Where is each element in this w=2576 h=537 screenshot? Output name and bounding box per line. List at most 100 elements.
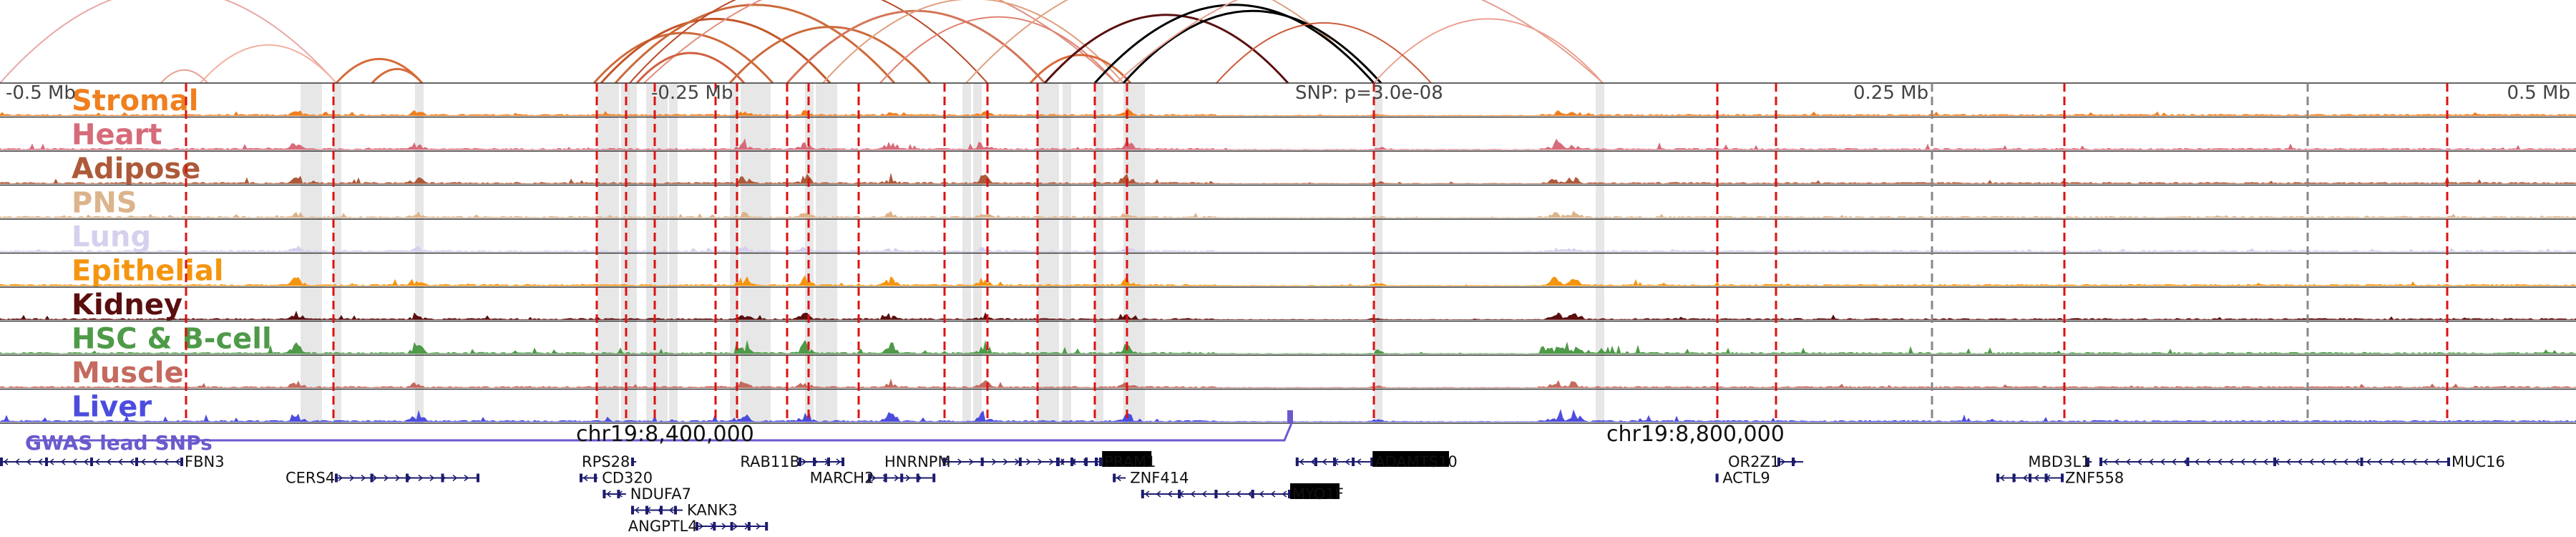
strand-arrow bbox=[2160, 458, 2165, 465]
chromatin-loop-arc bbox=[728, 26, 932, 84]
strand-arrow bbox=[836, 458, 841, 465]
gene-rps28[interactable]: RPS28 bbox=[582, 453, 637, 470]
gene-ndufa7[interactable]: NDUFA7 bbox=[602, 485, 691, 503]
coordinate-label: chr19:8,800,000 bbox=[1606, 422, 1785, 447]
gene-cers4[interactable]: CERS4 bbox=[286, 470, 479, 487]
gene-label: NDUFA7 bbox=[630, 485, 691, 503]
track-label: Stromal bbox=[72, 84, 199, 117]
gene-exon bbox=[932, 473, 936, 483]
strand-arrow bbox=[384, 474, 389, 482]
gene-exon bbox=[1792, 458, 1795, 466]
scale-label: SNP: p=3.0e-08 bbox=[1295, 82, 1443, 104]
gene-angptl4[interactable]: ANGPTL4 bbox=[628, 518, 769, 535]
gene-exon bbox=[45, 458, 48, 466]
strand-arrow bbox=[2114, 458, 2119, 465]
chromatin-loop-arc bbox=[335, 58, 424, 84]
chromatin-loop-arc bbox=[822, 0, 1124, 84]
strand-arrow bbox=[163, 458, 169, 465]
strand-arrow bbox=[2251, 458, 2257, 465]
strand-arrow bbox=[2389, 458, 2394, 465]
gene-actl9[interactable]: ACTL9 bbox=[1715, 470, 1770, 487]
gene-exon bbox=[645, 505, 648, 515]
gene-exon bbox=[2186, 458, 2190, 466]
chromatin-loop-arc bbox=[1216, 22, 1432, 84]
gene-exon bbox=[1777, 458, 1780, 466]
snp-marker-lines bbox=[185, 83, 2449, 423]
track-label: Adipose bbox=[72, 153, 200, 185]
gene-label: ZNF558 bbox=[2065, 470, 2124, 487]
gene-cd320[interactable]: CD320 bbox=[580, 470, 653, 487]
strand-arrow bbox=[2263, 458, 2268, 465]
strand-arrow bbox=[992, 458, 997, 465]
gene-exon bbox=[1214, 490, 1218, 498]
strand-arrow bbox=[1093, 458, 1099, 465]
gene-exon bbox=[827, 458, 830, 466]
track-signal bbox=[0, 378, 2576, 388]
scale-label: 0.25 Mb bbox=[1853, 82, 1928, 104]
gene-exon bbox=[0, 458, 3, 466]
strand-arrow bbox=[721, 523, 727, 530]
gene-adamts10[interactable]: ADAMTS10 bbox=[1295, 451, 1458, 470]
gene-or2z1[interactable]: OR2Z1 bbox=[1728, 453, 1803, 470]
gene-exon bbox=[631, 458, 634, 466]
strand-arrow bbox=[1310, 458, 1316, 465]
gene-myo1f[interactable]: MYO1F bbox=[1141, 483, 1344, 503]
chromatin-loop-arc bbox=[879, 16, 1117, 84]
gene-znf558[interactable]: ZNF558 bbox=[1996, 470, 2124, 487]
gene-label: PRAM1 bbox=[1104, 453, 1156, 470]
gene-exon bbox=[1314, 458, 1317, 466]
gene-exon bbox=[1141, 490, 1144, 498]
strand-arrow bbox=[2240, 458, 2245, 465]
atac-signal-tracks: StromalHeartAdiposePNSLungEpithelialKidn… bbox=[0, 82, 2576, 424]
strand-arrow bbox=[1059, 458, 1065, 465]
strand-arrow bbox=[117, 458, 123, 465]
strand-arrow bbox=[801, 458, 807, 465]
gene-fbn3[interactable]: FBN3 bbox=[0, 453, 225, 470]
strand-arrow bbox=[2411, 458, 2417, 465]
strand-arrow bbox=[418, 474, 424, 482]
gene-exon bbox=[631, 505, 634, 515]
coordinate-label: chr19:8,400,000 bbox=[576, 422, 754, 447]
gene-rab11b[interactable]: RAB11B bbox=[740, 453, 844, 470]
gene-exon bbox=[370, 473, 374, 483]
strand-arrow bbox=[26, 458, 31, 465]
gene-exon bbox=[660, 505, 663, 515]
strand-arrow bbox=[1282, 490, 1287, 498]
strand-arrow bbox=[106, 458, 112, 465]
gene-kank3[interactable]: KANK3 bbox=[631, 502, 738, 519]
gene-mbd3l1[interactable]: MBD3L1 bbox=[2028, 453, 2092, 470]
strand-arrow bbox=[152, 458, 157, 465]
gene-znf414[interactable]: ZNF414 bbox=[1113, 470, 1189, 487]
strand-arrow bbox=[698, 523, 704, 530]
strand-arrow bbox=[2377, 458, 2383, 465]
gene-label: MBD3L1 bbox=[2028, 453, 2090, 470]
gene-exon bbox=[1251, 490, 1254, 498]
track-pns: PNS bbox=[0, 184, 2576, 220]
gene-exon bbox=[1996, 473, 1999, 483]
chromatin-loop-arc bbox=[1373, 18, 1604, 84]
gwas-label: GWAS lead SNPs bbox=[25, 431, 213, 455]
strand-arrow bbox=[1003, 458, 1008, 465]
strand-arrow bbox=[2434, 458, 2440, 465]
track-signal bbox=[0, 173, 2576, 184]
gene-exon bbox=[1070, 458, 1073, 466]
gene-exon bbox=[980, 458, 984, 466]
gene-muc16[interactable]: MUC16 bbox=[2099, 453, 2505, 470]
strand-arrow bbox=[2308, 458, 2314, 465]
strand-arrow bbox=[2102, 458, 2108, 465]
gwas-connector bbox=[29, 422, 1293, 442]
coordinate-row: GWAS lead SNPs chr19:8,400,000 chr19:8,800… bbox=[25, 410, 1785, 455]
strand-arrow bbox=[2423, 458, 2429, 465]
gene-label: CERS4 bbox=[286, 470, 335, 487]
gene-hnrnpm[interactable]: HNRNPM bbox=[884, 453, 1098, 470]
strand-arrow bbox=[129, 458, 135, 465]
gene-march2[interactable]: MARCH2 bbox=[810, 470, 936, 487]
gene-pram1[interactable]: PRAM1 bbox=[1056, 451, 1156, 470]
gene-label: MARCH2 bbox=[810, 470, 874, 487]
strand-arrow bbox=[349, 474, 355, 482]
strand-arrow bbox=[1224, 490, 1230, 498]
chromatin-loop-arc bbox=[200, 44, 337, 84]
strand-arrow bbox=[1999, 474, 2005, 482]
